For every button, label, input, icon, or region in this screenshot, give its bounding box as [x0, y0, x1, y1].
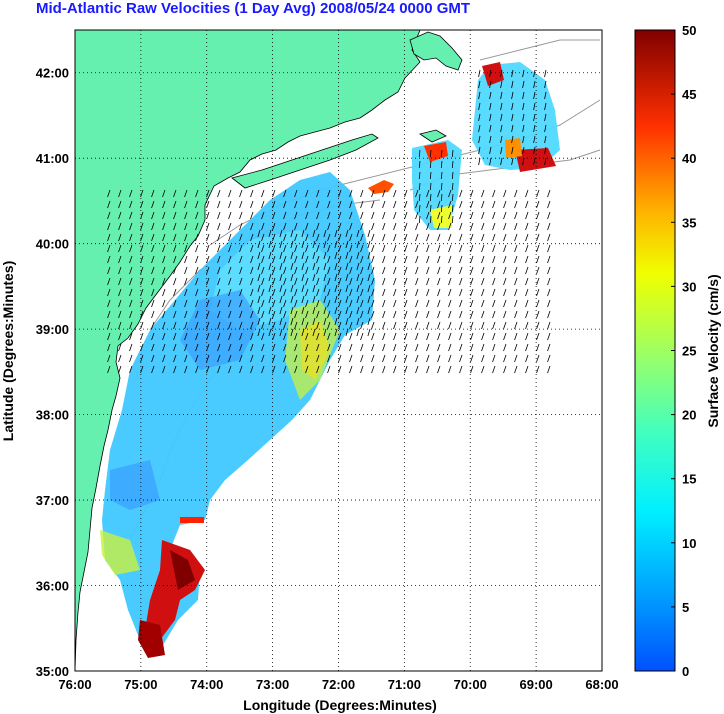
- cape-cod: [409, 31, 463, 71]
- colorbar-ticks: 0 5 10 15 20 25 30 35 40 45 50: [671, 23, 696, 679]
- y-axis-label: Latitude (Degrees:Minutes): [0, 261, 16, 441]
- y-axis-ticks: 35:00 36:00 37:00 38:00 39:00 40:00 41:00 42:00: [36, 66, 69, 679]
- x-tick-label: 73:00: [256, 677, 289, 692]
- y-tick-label: 41:00: [36, 151, 69, 166]
- colorbar-tick-label: 0: [682, 664, 689, 679]
- colorbar-tick-label: 50: [682, 23, 696, 38]
- x-axis-label: Longitude (Degrees:Minutes): [243, 697, 437, 713]
- y-tick-label: 38:00: [36, 408, 69, 423]
- y-tick-label: 37:00: [36, 493, 69, 508]
- colorbar-tick-label: 5: [682, 600, 689, 615]
- colorbar-tick-label: 25: [682, 344, 696, 359]
- colorbar-tick-label: 30: [682, 279, 696, 294]
- y-tick-label: 36:00: [36, 579, 69, 594]
- colorbar-label: Surface Velocity (cm/s): [705, 274, 721, 427]
- x-tick-label: 74:00: [190, 677, 223, 692]
- colorbar-tick-label: 20: [682, 408, 696, 423]
- colorbar: [634, 29, 676, 672]
- map-grid: [75, 30, 602, 671]
- y-tick-label: 39:00: [36, 322, 69, 337]
- land-mass: [75, 30, 421, 671]
- colorbar-tick-label: 40: [682, 151, 696, 166]
- marthas-vineyard: [419, 129, 447, 143]
- x-tick-label: 76:00: [58, 677, 91, 692]
- x-tick-label: 70:00: [454, 677, 487, 692]
- colorbar-tick-label: 15: [682, 472, 696, 487]
- y-tick-label: 40:00: [36, 237, 69, 252]
- y-tick-label: 35:00: [36, 664, 69, 679]
- x-tick-label: 72:00: [322, 677, 355, 692]
- y-tick-label: 42:00: [36, 66, 69, 81]
- x-tick-label: 71:00: [388, 677, 421, 692]
- long-island: [231, 133, 379, 189]
- map-title: Mid-Atlantic Raw Velocities (1 Day Avg) …: [36, 0, 471, 17]
- x-tick-label: 75:00: [124, 677, 157, 692]
- x-tick-label: 69:00: [520, 677, 553, 692]
- velocity-vectors: [107, 69, 551, 374]
- x-tick-label: 68:00: [585, 677, 618, 692]
- colorbar-tick-label: 10: [682, 536, 696, 551]
- map-frame: [74, 29, 603, 672]
- colorbar-tick-label: 35: [682, 215, 696, 230]
- x-axis-ticks: 76:00 75:00 74:00 73:00 72:00 71:00 70:00 69:00…: [58, 677, 618, 692]
- colorbar-tick-label: 45: [682, 87, 696, 102]
